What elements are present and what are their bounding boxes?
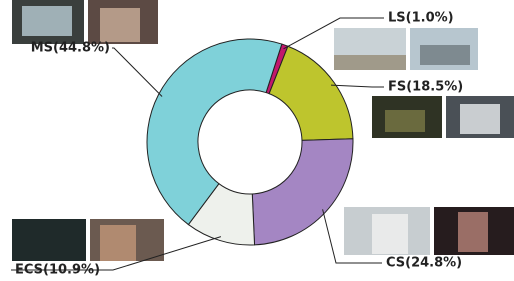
slice-label: CS(24.8%): [386, 256, 462, 271]
thumbnail-detail: [22, 6, 72, 36]
slice-label: LS(1.0%): [388, 11, 454, 26]
slice-label: MS(44.8%): [31, 41, 110, 56]
thumbnail-detail: [420, 45, 470, 65]
thumbnail: [12, 219, 86, 261]
slice: [252, 139, 353, 245]
chart: LS(1.0%) FS(18.5%) CS(24.8%) ECS(10.9%) MS(4…: [0, 0, 514, 281]
thumbnail-detail: [100, 8, 140, 42]
thumbnail-detail: [334, 55, 406, 70]
thumbnail-detail: [385, 110, 425, 132]
slice-label: ECS(10.9%): [15, 263, 100, 278]
leader-line: [331, 85, 384, 87]
thumbnail-detail: [460, 104, 500, 134]
thumbnail-detail: [372, 214, 408, 254]
thumbnail-detail: [100, 225, 136, 261]
thumbnail-detail: [458, 212, 488, 252]
leader-line: [112, 48, 162, 97]
slice-label: FS(18.5%): [388, 80, 463, 95]
